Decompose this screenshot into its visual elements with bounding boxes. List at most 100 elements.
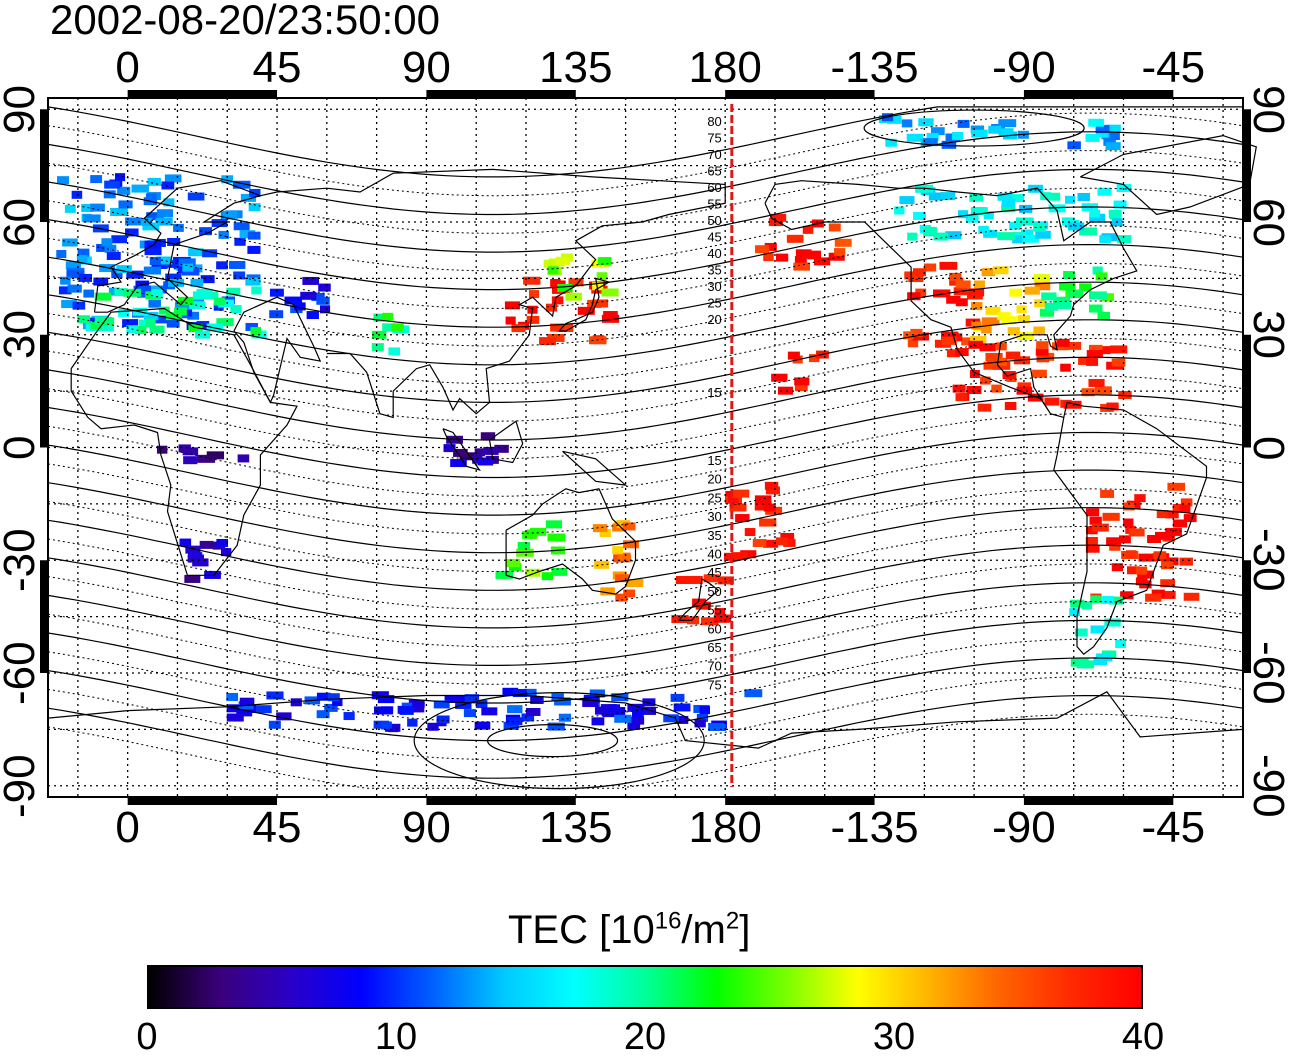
tec-cell xyxy=(524,688,537,697)
tec-cell xyxy=(591,717,605,726)
tec-cell xyxy=(165,312,183,321)
tec-cell xyxy=(1117,235,1132,244)
tec-cell xyxy=(1044,397,1060,406)
tec-cell xyxy=(630,716,645,725)
top-lon-tick: 45 xyxy=(252,43,302,92)
colorbar-title: TEC [1016/m2] xyxy=(508,906,750,954)
tec-cell xyxy=(981,317,1000,326)
tec-cell xyxy=(1077,192,1090,201)
tec-cell xyxy=(83,289,95,298)
tec-cell xyxy=(199,540,214,549)
bottom-lon-tick: 135 xyxy=(539,803,613,852)
tec-cell xyxy=(786,234,804,243)
tec-cell xyxy=(971,321,982,330)
tec-cell xyxy=(592,524,608,533)
tec-cell xyxy=(503,721,519,730)
tec-cell xyxy=(901,119,913,128)
tec-cell xyxy=(998,119,1017,128)
tec-cell xyxy=(117,186,131,195)
top-lon-tick: -90 xyxy=(992,43,1056,92)
tec-cell xyxy=(807,251,822,260)
tec-cell xyxy=(997,232,1015,241)
tec-cell xyxy=(1085,133,1100,142)
tec-cell xyxy=(614,714,632,723)
tec-cell xyxy=(494,444,509,453)
tec-cell xyxy=(103,190,116,199)
meridian-mlat-label: 60 xyxy=(707,621,721,636)
tec-cell xyxy=(968,288,985,297)
tec-cell xyxy=(1005,351,1021,360)
tec-cell xyxy=(1128,528,1145,537)
coastline xyxy=(488,420,524,464)
tec-cell xyxy=(612,707,626,716)
right-lat-tick: 0 xyxy=(1244,435,1292,460)
tec-cell xyxy=(247,245,261,254)
tec-cell xyxy=(195,330,211,339)
tec-cell xyxy=(232,180,251,189)
tec-cell xyxy=(1009,288,1023,297)
tec-cell xyxy=(96,243,107,252)
right-scale-bar xyxy=(1243,109,1251,223)
tec-cell xyxy=(778,386,794,395)
tec-cell xyxy=(1004,401,1017,410)
tec-cell xyxy=(148,299,161,308)
tec-cell xyxy=(894,206,905,215)
meridian-mlat-label: 70 xyxy=(707,147,721,162)
tec-cell xyxy=(1090,595,1101,604)
tec-cell xyxy=(446,435,463,444)
coastline xyxy=(1080,134,1257,216)
tec-cell xyxy=(699,706,711,715)
tec-cell xyxy=(239,697,255,706)
top-lon-tick: -45 xyxy=(1141,43,1206,92)
tec-cell xyxy=(1183,592,1200,601)
tec-cell xyxy=(61,300,77,309)
tec-cell xyxy=(371,691,389,700)
tec-cell xyxy=(343,712,355,721)
meridian-mlat-label: 65 xyxy=(707,640,721,655)
tec-cell xyxy=(983,211,994,220)
right-lat-tick: -30 xyxy=(1244,528,1292,592)
tec-cell xyxy=(1179,504,1191,513)
tec-cell xyxy=(1109,132,1120,141)
tec-cell xyxy=(1091,523,1109,532)
tec-cell xyxy=(248,203,261,212)
tec-cell xyxy=(72,301,86,310)
tec-cell xyxy=(1106,402,1119,411)
tec-cell xyxy=(663,714,679,723)
tec-cell xyxy=(516,548,534,557)
tec-cell xyxy=(99,323,114,332)
magnetic-contour xyxy=(47,356,1244,441)
tec-cell xyxy=(144,247,162,256)
tec-cell xyxy=(156,256,173,265)
meridian-mlat-label: 65 xyxy=(707,164,721,179)
tec-cell xyxy=(974,280,985,289)
left-lat-tick: -60 xyxy=(0,641,44,705)
tec-cell xyxy=(965,214,979,223)
tec-cell xyxy=(477,457,494,466)
tec-cell xyxy=(1060,363,1071,372)
tec-cell xyxy=(81,204,94,213)
right-lat-tick: -60 xyxy=(1244,640,1292,705)
tec-cell xyxy=(979,343,996,352)
tec-cell xyxy=(1126,550,1137,559)
tec-cell xyxy=(216,318,234,327)
colorbar-title-main: TEC [10 xyxy=(508,908,655,952)
tec-cell xyxy=(1097,311,1111,320)
tec-cell xyxy=(928,192,943,201)
tec-cell xyxy=(268,720,281,729)
tec-cell xyxy=(752,539,767,548)
tec-cell xyxy=(133,285,151,294)
tec-cell xyxy=(794,256,807,265)
tec-cell xyxy=(1085,544,1100,553)
tec-cell xyxy=(955,280,971,289)
top-scale-bar xyxy=(725,90,875,98)
tec-cell xyxy=(1067,141,1081,150)
tec-cell xyxy=(555,256,571,265)
tec-cell xyxy=(373,706,392,715)
tec-cell xyxy=(983,229,998,238)
tec-cell xyxy=(1036,341,1049,350)
tec-cell xyxy=(332,698,343,707)
tec-cell xyxy=(899,196,915,205)
tec-cell xyxy=(199,227,212,236)
